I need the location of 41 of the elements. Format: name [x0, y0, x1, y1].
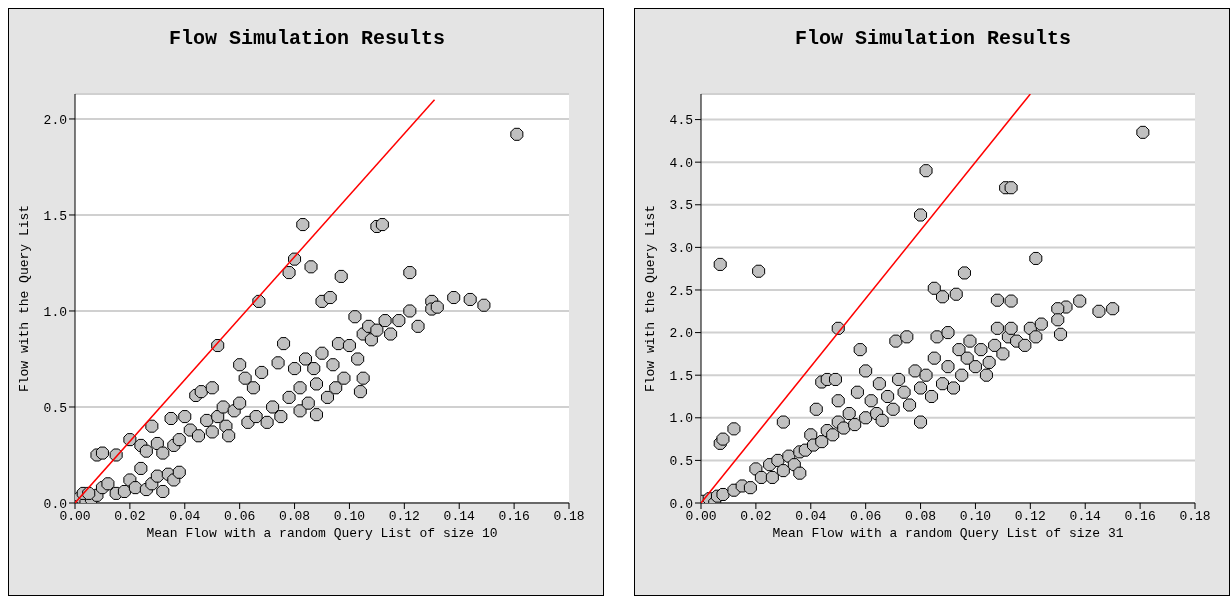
- x-tick-label: 0.00: [59, 509, 91, 525]
- y-tick-label: 4.5: [669, 113, 693, 129]
- x-tick-label: 0.10: [333, 509, 366, 525]
- y-tick-label: 2.0: [43, 112, 67, 128]
- y-tick-label: 2.5: [669, 283, 693, 299]
- x-tick-label: 0.14: [1069, 509, 1102, 525]
- x-tick-label: 0.02: [114, 509, 146, 525]
- x-tick-label: 0.12: [388, 509, 420, 525]
- x-tick-label: 0.06: [850, 509, 882, 525]
- y-tick-label: 3.5: [669, 198, 693, 214]
- y-tick-label: 0.0: [669, 496, 693, 512]
- x-tick-label: 0.18: [1179, 509, 1211, 525]
- x-tick-label: 0.16: [498, 509, 530, 525]
- x-axis-title: Mean Flow with a random Query List of size 31: [772, 526, 1124, 541]
- x-tick-label: 0.10: [959, 509, 992, 525]
- y-tick-label: 1.5: [669, 368, 693, 384]
- x-tick-label: 0.04: [169, 509, 201, 525]
- y-tick-label: 1.0: [669, 411, 693, 427]
- chart-title: Flow Simulation Results: [793, 27, 1072, 50]
- x-tick-label: 0.18: [553, 509, 585, 525]
- y-axis-title: Flow with the Query List: [642, 204, 658, 393]
- x-tick-label: 0.16: [1124, 509, 1156, 525]
- x-tick-label: 0.08: [278, 509, 311, 525]
- x-tick-label: 0.12: [1014, 509, 1046, 525]
- x-tick-label: 0.00: [685, 509, 717, 525]
- x-tick-label: 0.06: [224, 509, 256, 525]
- x-tick-label: 0.02: [740, 509, 772, 525]
- y-tick-label: 2.0: [669, 326, 693, 342]
- y-tick-label: 1.0: [43, 304, 67, 320]
- x-tick-label: 0.14: [443, 509, 476, 525]
- x-axis-title: Mean Flow with a random Query List of size 10: [146, 526, 498, 541]
- y-tick-label: 1.5: [43, 208, 67, 224]
- chart-title: Flow Simulation Results: [167, 27, 446, 50]
- y-tick-label: 4.0: [669, 155, 693, 171]
- y-tick-label: 3.0: [669, 240, 693, 256]
- y-axis-title: Flow with the Query List: [16, 204, 32, 393]
- y-tick-label: 0.5: [669, 454, 693, 470]
- x-tick-label: 0.04: [795, 509, 827, 525]
- y-tick-label: 0.5: [43, 400, 67, 416]
- x-tick-label: 0.08: [904, 509, 937, 525]
- y-tick-label: 0.0: [43, 496, 67, 512]
